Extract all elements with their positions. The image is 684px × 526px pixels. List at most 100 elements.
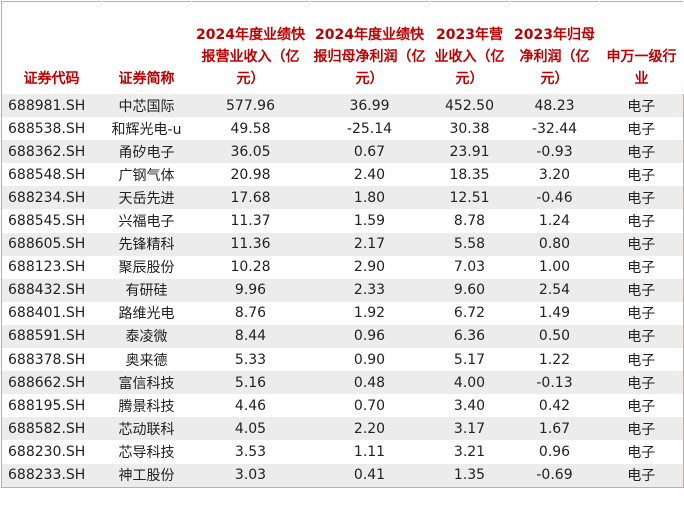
table-row: 688538.SH 和辉光电-u 49.58 -25.14 30.38 -32.44 电子 [2,117,684,140]
table-cell: -0.46 [509,186,600,210]
table-cell: 17.68 [191,186,310,210]
table-cell: 甬矽电子 [101,140,192,164]
table-cell: 2.20 [309,417,430,441]
table-cell: 2.90 [353,259,386,276]
table-cell: 12.51 [429,186,510,210]
table-cell: 聚辰股份 [118,260,175,277]
table-cell: 2.33 [309,278,430,302]
table-cell: 1.80 [309,186,430,210]
table-cell: -0.93 [509,140,600,164]
table-cell: 18.35 [449,166,490,183]
table-row: 688545.SH 兴福电子 11.37 1.59 8.78 1.24 电子 [2,209,684,232]
table-cell: 电子 [599,186,684,210]
table-cell: 688432.SH [1,278,102,302]
table-cell: 1.35 [429,463,510,488]
table-cell: 688981.SH [1,94,102,118]
table-cell: 0.67 [309,140,430,164]
table-cell: 688195.SH [8,397,86,414]
table-row: 688591.SH 泰凌微 8.44 0.96 6.36 0.50 电子 [1,324,684,349]
table-row: 688362.SH 甬矽电子 36.05 0.67 23.91 -0.93 电子 [1,140,684,164]
table-cell: 10.28 [230,259,271,276]
header-row: 证券代码 证券简称 2024年度业绩快报营业收入（亿元） 2024年度业绩快报归母净利… [1,1,684,94]
table-cell: 4.05 [191,417,310,441]
table-cell: 7.03 [453,259,486,276]
table-cell: 577.96 [191,94,310,118]
table-cell: 电子 [627,306,656,323]
table-cell: 3.03 [191,463,310,488]
table-cell: 688362.SH [1,140,102,164]
table-row: 688230.SH 芯导科技 3.53 1.11 3.21 0.96 电子 [2,440,684,463]
table-cell: 452.50 [429,94,510,118]
table-cell: 芯导科技 [118,444,175,461]
table-cell: 路维光电 [118,306,175,323]
table-cell: 688605.SH [1,232,102,256]
table-cell: 电子 [627,167,656,184]
table-cell: 5.33 [234,351,267,368]
table-cell: 电子 [599,324,684,349]
table-cell: 和辉光电-u [111,121,182,138]
table-cell: 3.21 [453,443,486,460]
table-cell: 688545.SH [8,213,86,230]
table-cell: 8.76 [234,305,267,322]
table-cell: 电子 [599,232,684,256]
table-cell: 688662.SH [1,371,102,395]
table-cell: 48.23 [509,94,600,118]
table-cell: 电子 [627,398,656,415]
table-cell: 0.42 [538,397,571,414]
table-cell: 0.70 [353,397,386,414]
table-cell: 电子 [627,121,656,138]
table-row: 688378.SH 奥来德 5.33 0.90 5.17 1.22 电子 [2,348,684,371]
table-cell: 688234.SH [1,186,102,210]
table-cell: 0.96 [309,324,430,349]
table-row: 688195.SH 腾景科技 4.46 0.70 3.40 0.42 电子 [2,394,684,417]
table-cell: 1.67 [509,417,600,441]
table-row: 688605.SH 先锋精科 11.36 2.17 5.58 0.80 电子 [1,232,684,256]
table-cell: 0.50 [509,324,600,349]
table-cell: 1.59 [353,213,386,230]
table-cell: 电子 [599,94,684,118]
table-cell: 神工股份 [101,463,192,488]
table-cell: 5.58 [429,232,510,256]
header-cell: 证券简称 [101,1,192,94]
table-cell: 688378.SH [8,351,86,368]
table-cell: 电子 [599,417,684,441]
data-table: 证券代码 证券简称 2024年度业绩快报营业收入（亿元） 2024年度业绩快报归母净利… [1,1,684,488]
table-cell: 0.80 [509,232,600,256]
table-row: 688548.SH 广钢气体 20.98 2.40 18.35 3.20 电子 [2,163,684,186]
table-cell: 688582.SH [1,417,102,441]
header-cell: 2023年营业收入（亿元） [429,1,510,94]
table-body: 688981.SH 中芯国际 577.96 36.99 452.50 48.23 电子 688… [1,94,684,488]
table-cell: 688538.SH [8,120,86,137]
table-cell: 688401.SH [8,305,86,322]
table-cell: 电子 [599,278,684,302]
table-cell: 30.38 [449,120,490,137]
table-cell: 688230.SH [8,443,86,460]
table-cell: 3.53 [234,443,267,460]
table-cell: 688233.SH [1,463,102,488]
table-cell: 电子 [627,444,656,461]
table-cell: 3.40 [453,397,486,414]
table-cell: 富信科技 [101,371,192,395]
table-cell: 天岳先进 [101,186,192,210]
table-row: 688233.SH 神工股份 3.03 0.41 1.35 -0.69 电子 [1,463,684,488]
table-cell: 先锋精科 [101,232,192,256]
table-cell: 腾景科技 [118,398,175,415]
table-cell: 1.22 [538,351,571,368]
table-cell: 电子 [599,140,684,164]
table-cell: 电子 [627,214,656,231]
table-cell: 8.78 [453,213,486,230]
table-cell: 电子 [599,463,684,488]
table-cell: 1.49 [538,305,571,322]
header-cell: 2024年度业绩快报营业收入（亿元） [191,1,310,94]
table-cell: 0.48 [309,371,430,395]
table-cell: 1.24 [538,213,571,230]
table-cell: 0.41 [309,463,430,488]
table-cell: 广钢气体 [118,167,175,184]
table-row: 688432.SH 有研硅 9.96 2.33 9.60 2.54 电子 [1,278,684,302]
table-cell: 20.98 [230,166,271,183]
table-cell: 泰凌微 [101,324,192,349]
table-cell: 11.36 [191,232,310,256]
table-row: 688401.SH 路维光电 8.76 1.92 6.72 1.49 电子 [2,302,684,325]
table-cell: 11.37 [230,213,271,230]
